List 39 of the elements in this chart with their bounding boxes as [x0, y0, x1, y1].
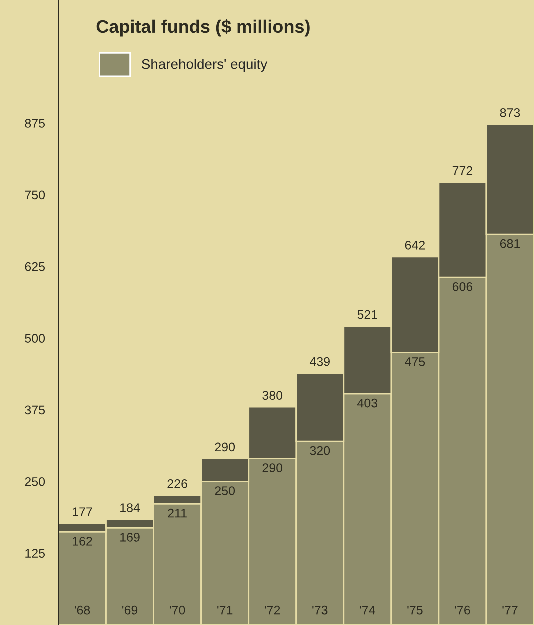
x-tick-label: '74	[360, 606, 376, 615]
total-label: 772	[452, 166, 473, 176]
y-tick-label: 625	[25, 262, 46, 272]
total-label: 642	[405, 240, 425, 250]
x-tick-label: '77	[502, 606, 518, 615]
data-label: 606	[452, 282, 473, 292]
total-label: 226	[168, 480, 188, 488]
x-tick-label: '76	[455, 606, 470, 615]
data-label: 320	[310, 446, 330, 456]
data-label: 681	[500, 239, 520, 248]
total-label: 380	[262, 391, 283, 400]
total-label: 290	[215, 442, 236, 452]
data-label: 403	[358, 398, 378, 408]
y-tick-label: 750	[25, 190, 46, 200]
data-label: 475	[405, 358, 426, 366]
x-tick-label: '75	[408, 606, 423, 615]
legend-label: Shareholders' equity	[142, 59, 268, 72]
y-tick-label: 125	[26, 549, 46, 558]
data-label: 290	[262, 464, 283, 472]
total-label: 184	[120, 504, 140, 512]
y-tick-label: 375	[25, 406, 46, 415]
data-label: 162	[73, 537, 92, 546]
data-label: 250	[215, 486, 236, 496]
x-tick-label: '73	[312, 606, 328, 615]
total-label: 521	[358, 310, 378, 320]
total-label: 873	[500, 108, 520, 118]
data-label: 169	[120, 533, 140, 542]
x-tick-label: '70	[170, 606, 186, 615]
y-tick-label: 875	[25, 119, 46, 128]
x-tick-label: '72	[265, 606, 280, 615]
y-tick-label: 500	[25, 334, 46, 343]
y-tick-label: 250	[25, 477, 46, 486]
total-label: 177	[73, 508, 92, 516]
x-tick-label: '71	[218, 606, 233, 615]
x-tick-label: '69	[122, 606, 138, 615]
text: Capital funds ($ millions)	[96, 20, 310, 37]
total-label: 439	[310, 357, 330, 366]
x-tick-label: '68	[74, 606, 90, 615]
data-label: 211	[168, 508, 187, 518]
